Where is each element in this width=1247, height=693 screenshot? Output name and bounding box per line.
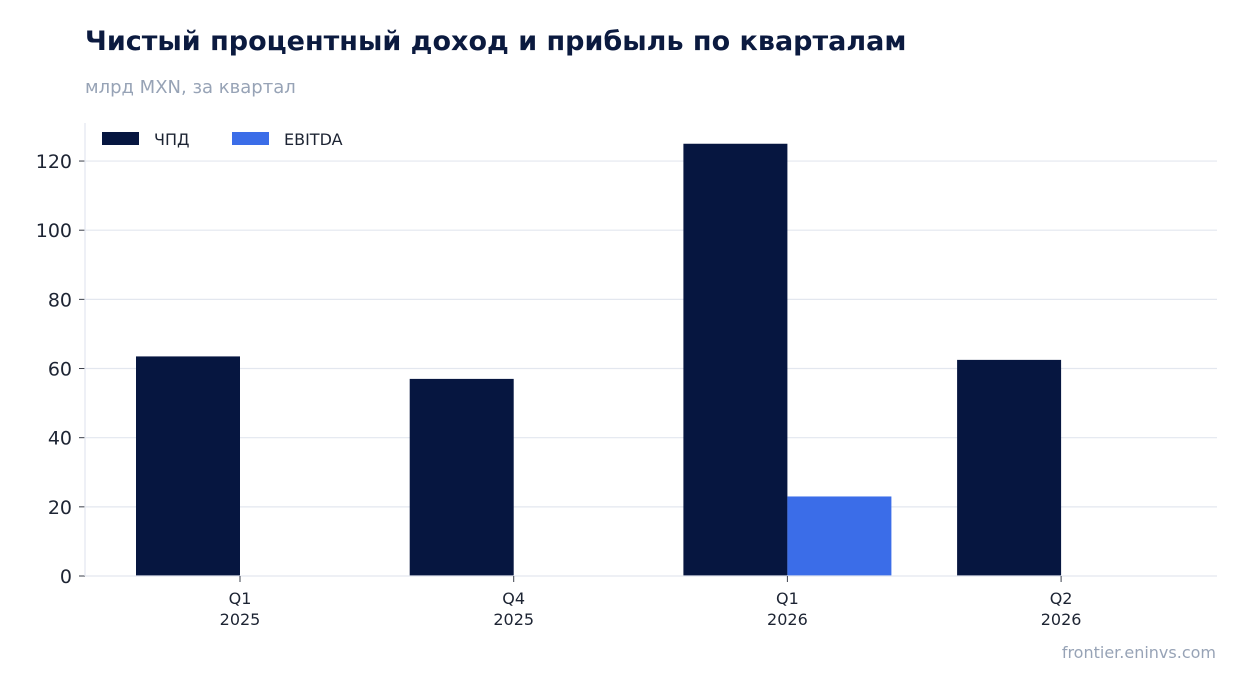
bar-чпд-1 bbox=[409, 378, 514, 576]
legend-label-1: EBITDA bbox=[284, 130, 343, 149]
bar-чпд-3 bbox=[957, 359, 1062, 576]
bars bbox=[136, 143, 1062, 576]
y-tick-label: 120 bbox=[36, 151, 72, 173]
chart-subtitle: млрд MXN, за квартал bbox=[85, 77, 296, 98]
bar-ebitda-2 bbox=[787, 496, 892, 576]
chart-title: Чистый процентный доход и прибыль по ква… bbox=[85, 26, 907, 57]
legend-label-0: ЧПД bbox=[154, 130, 190, 149]
bar-чпд-0 bbox=[136, 356, 240, 576]
y-tick-label: 60 bbox=[48, 359, 72, 381]
source-credit: frontier.eninvs.com bbox=[1061, 643, 1216, 662]
x-tick-label: Q4 bbox=[502, 589, 525, 608]
legend-swatch-1 bbox=[232, 132, 269, 145]
x-tick-label: Q1 bbox=[229, 589, 252, 608]
y-tick-label: 20 bbox=[48, 497, 72, 519]
y-tick-label: 100 bbox=[36, 220, 72, 242]
bar-чпд-2 bbox=[683, 143, 788, 576]
y-tick-label: 0 bbox=[60, 566, 72, 588]
x-tick-label: 2025 bbox=[493, 610, 534, 629]
axes: 0 20 40 60 80 100 120 Q1 2025 Q4 2025 Q1 2026 Q2 2026 bbox=[36, 123, 1217, 629]
y-tick-label: 80 bbox=[48, 289, 72, 311]
x-tick-label: Q2 bbox=[1050, 589, 1073, 608]
x-tick-label: 2026 bbox=[1041, 610, 1082, 629]
x-tick-label: 2026 bbox=[767, 610, 808, 629]
x-tick-label: 2025 bbox=[220, 610, 261, 629]
x-tick-label: Q1 bbox=[776, 589, 799, 608]
legend-swatch-0 bbox=[102, 132, 139, 145]
y-tick-label: 40 bbox=[48, 428, 72, 450]
legend: ЧПД EBITDA bbox=[102, 130, 343, 149]
